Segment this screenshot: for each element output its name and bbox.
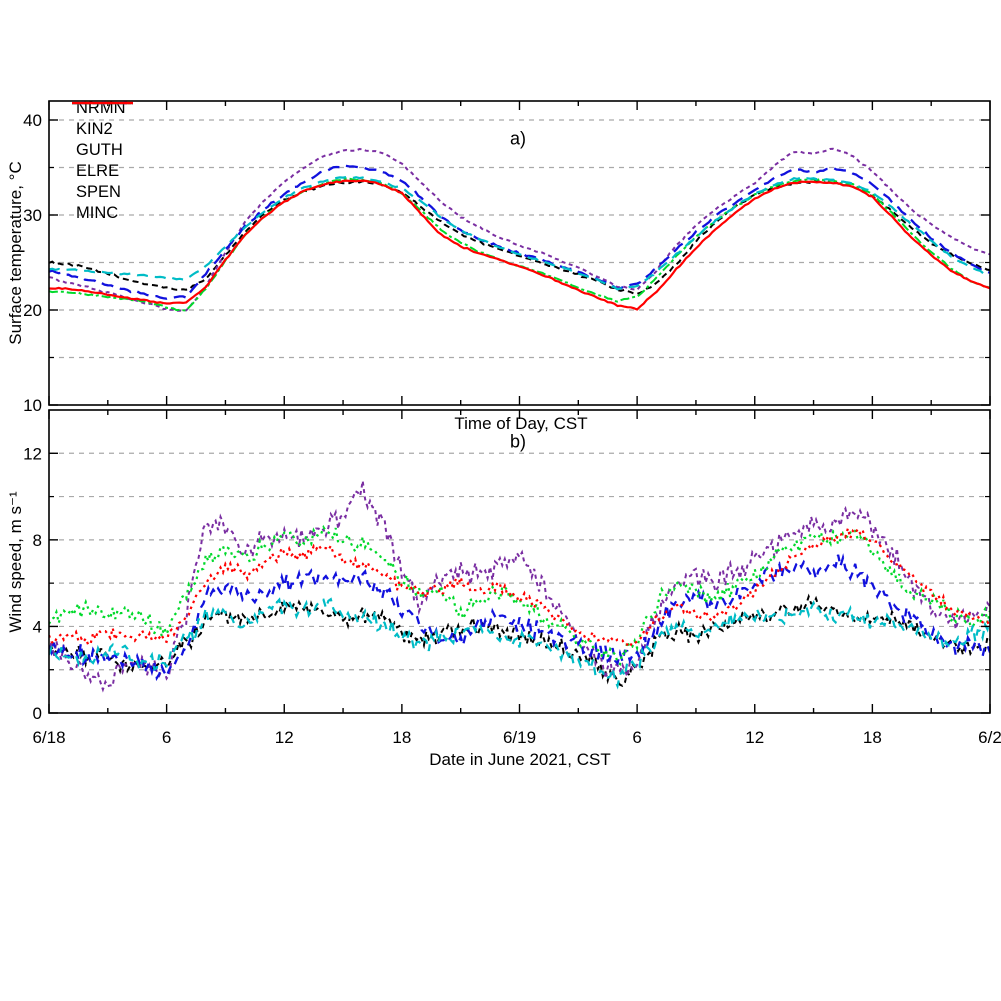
y-tick-label-a-10: 10 [23,396,42,415]
series-a-nrmn [49,179,990,295]
series-a-guth [49,164,990,300]
y-tick-label-b-0: 0 [33,704,42,723]
panel-label-a: a) [509,128,527,149]
legend-label: KIN2 [76,120,113,139]
x-tick-label-18: 18 [863,728,882,747]
y-axis-label-wind-speed: Wind speed, m s⁻¹ [6,491,25,633]
series-b-minc [49,524,990,649]
series-b-elre [49,524,990,667]
legend: NRMN KIN2 GUTH ELRE SPEN MINC [71,98,133,224]
panel-box-b [48,409,991,714]
x-tick-label-12: 12 [745,728,764,747]
legend-item-minc: MINC [71,101,133,224]
y-tick-label-a-30: 30 [23,206,42,225]
y-tick-label-b-8: 8 [33,531,42,550]
legend-label: MINC [76,204,119,223]
series-a-spen [49,175,990,291]
x-tick-label-12: 12 [275,728,294,747]
x-tick-label-6-18: 6/18 [32,728,65,747]
x-tick-label-6: 6 [632,728,641,747]
series-b-guth [49,553,990,682]
x-axis-label-middle: Time of Day, CST [454,414,588,433]
y-tick-label-a-20: 20 [23,301,42,320]
series-a-minc [49,179,990,311]
y-tick-label-a-40: 40 [23,111,42,130]
y-tick-label-b-12: 12 [23,444,42,463]
legend-label: GUTH [76,141,123,160]
series-b-kin2 [49,480,990,693]
legend-item-guth: GUTH [71,101,133,161]
legend-label: ELRE [76,162,120,181]
series-b-nrmn [49,593,990,688]
panel-label-b: b) [509,431,527,452]
x-tick-label-18: 18 [392,728,411,747]
x-tick-label-6-19: 6/19 [503,728,536,747]
x-tick-label-6-2: 6/2 [978,728,1001,747]
legend-label: SPEN [76,183,121,202]
x-tick-label-6: 6 [162,728,171,747]
legend-item-elre: ELRE [71,101,133,182]
y-tick-label-b-4: 4 [33,617,42,636]
series-group-a [49,147,990,312]
y-axis-label-temperature: Surface temperature, °C [6,161,25,345]
x-axis-label-bottom: Date in June 2021, CST [429,750,611,769]
series-a-kin2 [49,147,990,312]
series-group-b [49,480,990,693]
series-b-spen [49,597,990,690]
legend-line-sample [72,101,133,105]
legend-item-kin2: KIN2 [71,101,133,140]
legend-item-spen: SPEN [71,101,133,203]
